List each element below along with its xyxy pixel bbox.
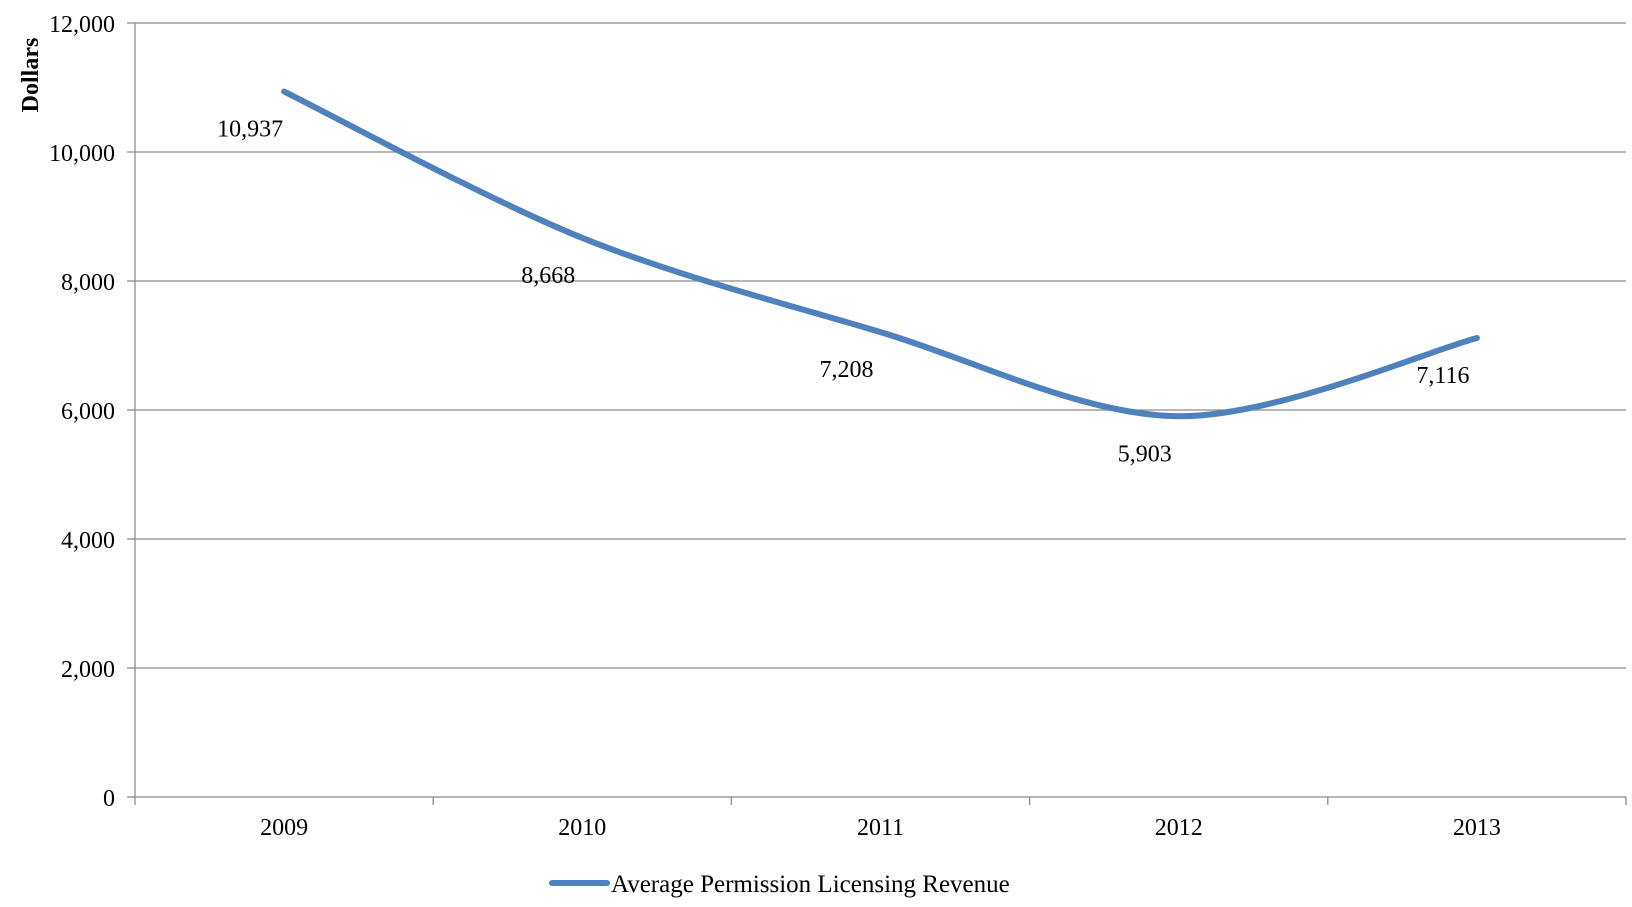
y-axis-label: Dollars — [18, 38, 44, 113]
data-label: 8,668 — [521, 263, 575, 289]
data-label: 7,208 — [820, 357, 874, 383]
legend: Average Permission Licensing Revenue — [549, 871, 1010, 898]
series-line — [281, 88, 1480, 420]
y-tick-label: 4,000 — [61, 528, 115, 554]
axes — [127, 22, 1627, 805]
y-tick-label: 0 — [103, 786, 115, 812]
series-group — [281, 88, 1480, 420]
x-tick-labels: 2009 2010 2011 2012 2013 — [260, 815, 1501, 841]
gridlines — [135, 22, 1626, 669]
x-tick-label: 2011 — [857, 815, 904, 841]
legend-label: Average Permission Licensing Revenue — [611, 871, 1010, 898]
x-tick-label: 2012 — [1155, 815, 1203, 841]
y-tick-label: 10,000 — [49, 141, 115, 167]
x-tick-label: 2010 — [558, 815, 606, 841]
y-tick-label: 8,000 — [61, 270, 115, 296]
y-tick-label: 2,000 — [61, 657, 115, 683]
y-tick-label: 6,000 — [61, 399, 115, 425]
data-labels: 10,937 8,668 7,208 5,903 7,116 — [217, 117, 1469, 468]
x-tick-label: 2013 — [1453, 815, 1501, 841]
y-tick-label: 12,000 — [49, 12, 115, 38]
data-label: 7,116 — [1416, 363, 1469, 389]
y-tick-labels: 0 2,000 4,000 6,000 8,000 10,000 12,000 — [49, 12, 115, 812]
x-tick-label: 2009 — [260, 815, 308, 841]
data-label: 10,937 — [217, 117, 283, 143]
data-label: 5,903 — [1118, 441, 1172, 467]
